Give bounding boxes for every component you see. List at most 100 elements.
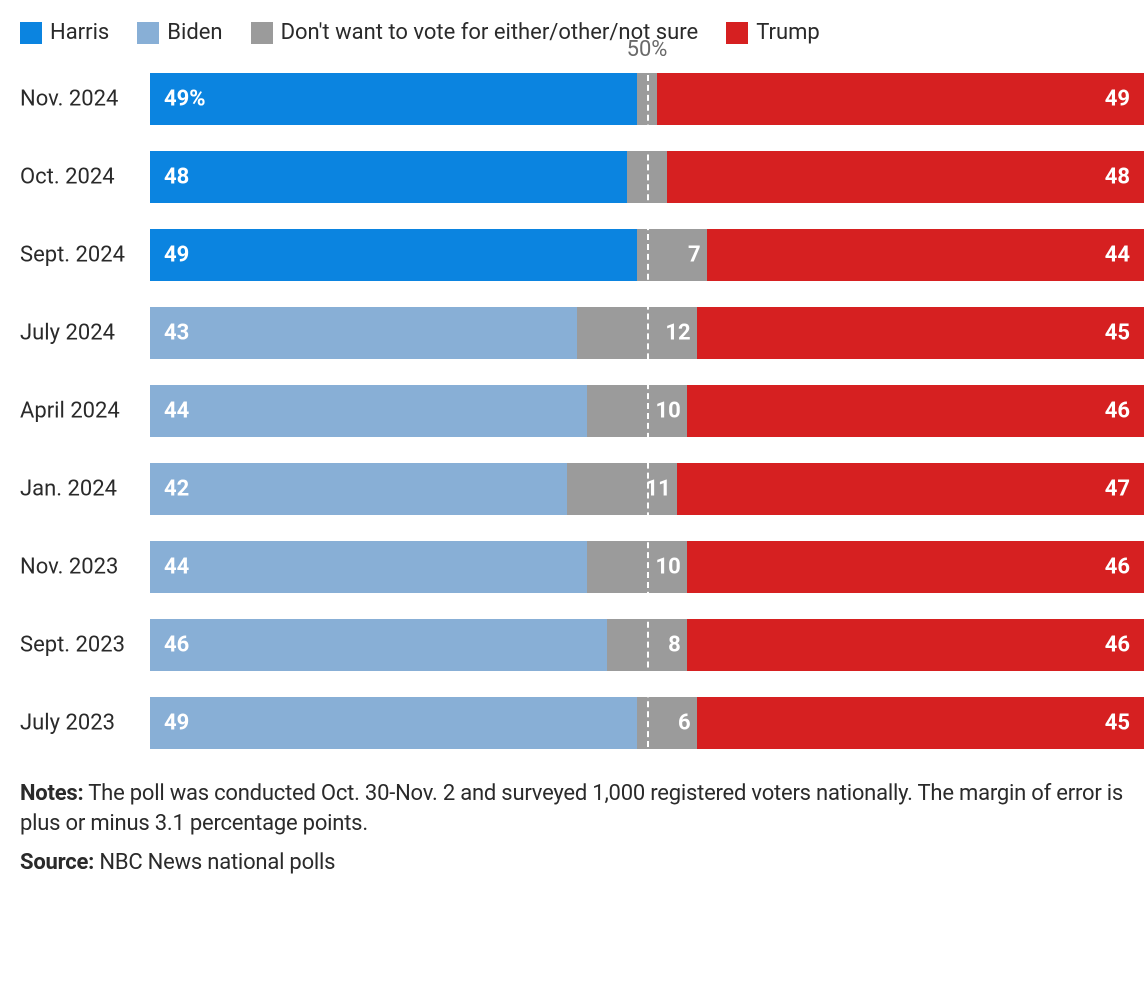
row-label: Sept. 2023 xyxy=(20,633,140,658)
source-text: NBC News national polls xyxy=(94,850,335,875)
legend: HarrisBidenDon't want to vote for either… xyxy=(20,20,1124,45)
segment-harris: 48 xyxy=(150,151,627,203)
segment-other: 7 xyxy=(637,229,707,281)
segment-other: 6 xyxy=(637,697,697,749)
segment-biden: 49 xyxy=(150,697,637,749)
chart-footer: Notes: The poll was conducted Oct. 30-No… xyxy=(20,779,1124,878)
row-label: July 2024 xyxy=(20,321,140,346)
segment-biden: 42 xyxy=(150,463,567,515)
segment-other xyxy=(637,73,657,125)
segment-value-other: 7 xyxy=(688,243,701,268)
segment-value-other: 10 xyxy=(656,555,681,580)
bar-rows: Nov. 202449%49Oct. 20244848Sept. 2024497… xyxy=(150,73,1144,749)
segment-value-dem: 49 xyxy=(164,243,189,268)
segment-value-dem: 48 xyxy=(164,165,189,190)
segment-trump: 47 xyxy=(677,463,1144,515)
segment-other: 10 xyxy=(587,541,686,593)
segment-biden: 44 xyxy=(150,541,587,593)
segment-trump: 46 xyxy=(687,541,1144,593)
segment-value-other: 11 xyxy=(646,477,671,502)
segment-other: 12 xyxy=(577,307,696,359)
segment-value-trump: 46 xyxy=(1105,399,1130,424)
segment-value-other: 10 xyxy=(656,399,681,424)
bar-row: Nov. 2023441046 xyxy=(150,541,1144,593)
legend-swatch xyxy=(137,22,159,44)
bar-wrap: 44 10 46 xyxy=(150,541,1144,593)
bar-wrap: 44 10 46 xyxy=(150,385,1144,437)
bar-wrap: 49 6 45 xyxy=(150,697,1144,749)
segment-trump: 46 xyxy=(687,619,1144,671)
legend-swatch xyxy=(726,22,748,44)
segment-value-trump: 46 xyxy=(1105,555,1130,580)
segment-value-other: 8 xyxy=(668,633,681,658)
bar-wrap: 43 12 45 xyxy=(150,307,1144,359)
chart: 50% Nov. 202449%49Oct. 20244848Sept. 202… xyxy=(150,73,1144,749)
legend-item: Harris xyxy=(20,20,109,45)
segment-value-dem: 44 xyxy=(164,399,189,424)
bar-wrap: 46 8 46 xyxy=(150,619,1144,671)
segment-value-dem: 46 xyxy=(164,633,189,658)
segment-value-trump: 45 xyxy=(1105,711,1130,736)
segment-harris: 49% xyxy=(150,73,637,125)
bar-row: July 202349645 xyxy=(150,697,1144,749)
legend-swatch xyxy=(251,22,273,44)
segment-biden: 44 xyxy=(150,385,587,437)
row-label: Nov. 2024 xyxy=(20,87,140,112)
legend-swatch xyxy=(20,22,42,44)
row-label: Jan. 2024 xyxy=(20,477,140,502)
segment-value-trump: 49 xyxy=(1105,87,1130,112)
segment-other xyxy=(627,151,667,203)
bar-row: Jan. 2024421147 xyxy=(150,463,1144,515)
bar-row: Sept. 202449744 xyxy=(150,229,1144,281)
row-label: Sept. 2024 xyxy=(20,243,140,268)
segment-value-trump: 46 xyxy=(1105,633,1130,658)
bar-wrap: 42 11 47 xyxy=(150,463,1144,515)
segment-value-dem: 44 xyxy=(164,555,189,580)
source-label: Source: xyxy=(20,850,94,875)
legend-item: Biden xyxy=(137,20,222,45)
segment-trump: 49 xyxy=(657,73,1144,125)
legend-label: Biden xyxy=(167,20,222,45)
notes-text: The poll was conducted Oct. 30-Nov. 2 an… xyxy=(20,781,1123,836)
segment-trump: 45 xyxy=(697,307,1144,359)
axis-label-50pct: 50% xyxy=(627,37,668,62)
segment-harris: 49 xyxy=(150,229,637,281)
bar-wrap: 49% 49 xyxy=(150,73,1144,125)
row-label: Nov. 2023 xyxy=(20,555,140,580)
bar-wrap: 49 7 44 xyxy=(150,229,1144,281)
segment-value-trump: 48 xyxy=(1105,165,1130,190)
segment-value-dem: 49 xyxy=(164,711,189,736)
legend-item: Trump xyxy=(726,20,820,45)
segment-value-other: 12 xyxy=(665,321,690,346)
segment-value-trump: 45 xyxy=(1105,321,1130,346)
notes-label: Notes: xyxy=(20,781,83,806)
bar-wrap: 48 48 xyxy=(150,151,1144,203)
bar-row: Sept. 202346846 xyxy=(150,619,1144,671)
segment-other: 8 xyxy=(607,619,687,671)
segment-trump: 46 xyxy=(687,385,1144,437)
segment-value-trump: 47 xyxy=(1105,477,1130,502)
segment-other: 10 xyxy=(587,385,686,437)
segment-value-other: 6 xyxy=(678,711,691,736)
notes-line: Notes: The poll was conducted Oct. 30-No… xyxy=(20,779,1124,838)
legend-label: Harris xyxy=(50,20,109,45)
segment-other: 11 xyxy=(567,463,676,515)
bar-row: Oct. 20244848 xyxy=(150,151,1144,203)
segment-value-trump: 44 xyxy=(1105,243,1130,268)
legend-label: Trump xyxy=(756,20,820,45)
row-label: July 2023 xyxy=(20,711,140,736)
segment-trump: 44 xyxy=(707,229,1144,281)
segment-value-dem: 43 xyxy=(164,321,189,346)
row-label: Oct. 2024 xyxy=(20,165,140,190)
segment-trump: 45 xyxy=(697,697,1144,749)
bar-row: July 2024431245 xyxy=(150,307,1144,359)
bar-row: Nov. 202449%49 xyxy=(150,73,1144,125)
segment-value-dem: 42 xyxy=(164,477,189,502)
segment-biden: 43 xyxy=(150,307,577,359)
bar-row: April 2024441046 xyxy=(150,385,1144,437)
segment-value-dem: 49% xyxy=(164,87,206,112)
source-line: Source: NBC News national polls xyxy=(20,848,1124,878)
segment-trump: 48 xyxy=(667,151,1144,203)
row-label: April 2024 xyxy=(20,399,140,424)
segment-biden: 46 xyxy=(150,619,607,671)
